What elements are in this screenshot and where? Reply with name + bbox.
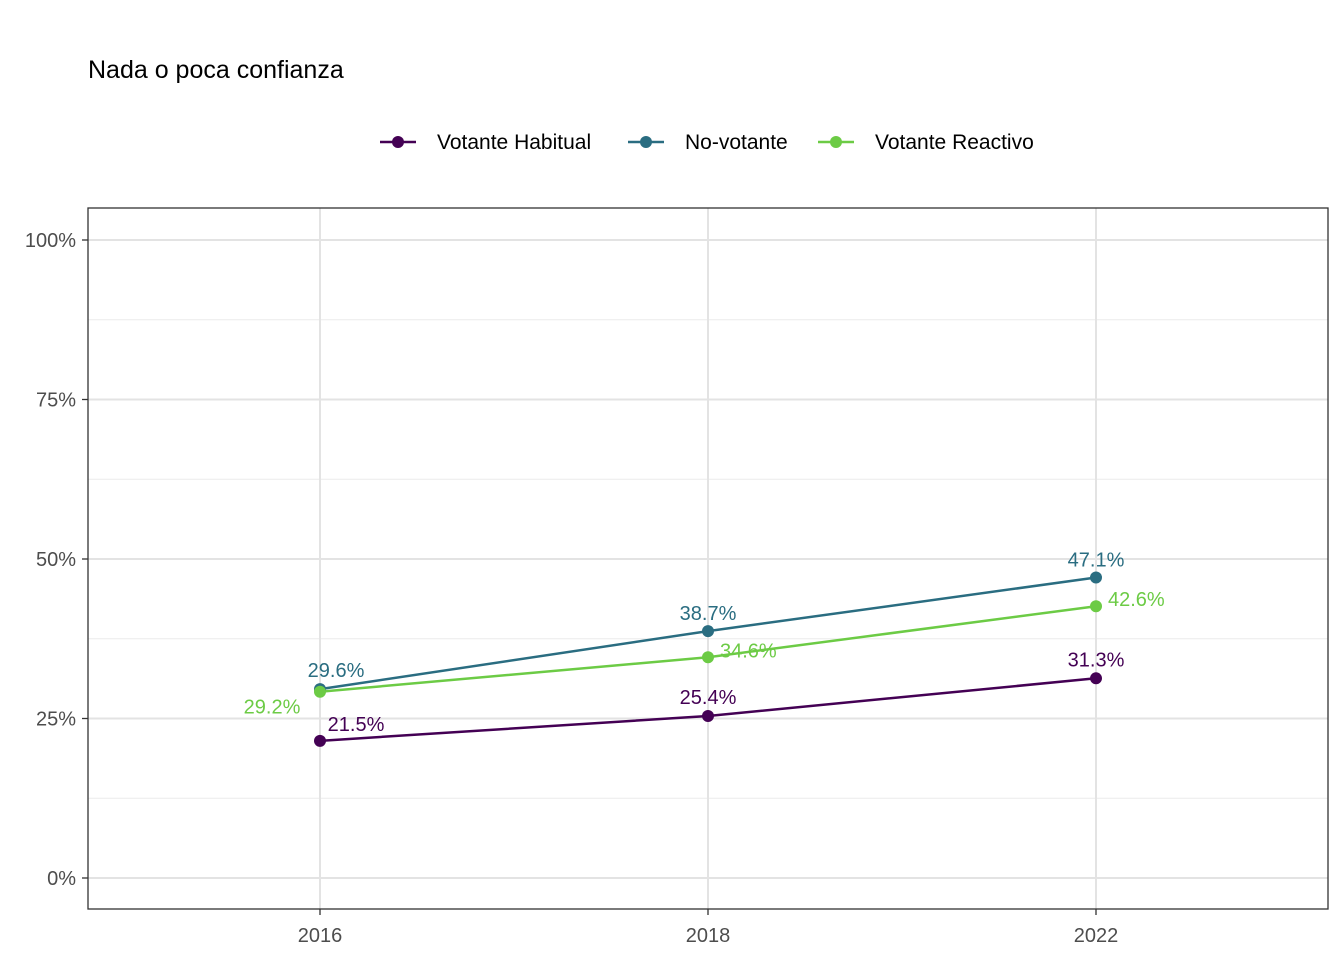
series-line (319, 576, 1097, 691)
data-label: 38.7% (680, 603, 737, 625)
legend-key-point (392, 136, 404, 148)
plot-border (87, 207, 1329, 910)
data-point (314, 734, 326, 747)
data-point (1090, 571, 1102, 584)
plot-panel (88, 208, 1328, 909)
x-tick-label: 2022 (1074, 925, 1119, 947)
legend-key-point (830, 136, 842, 148)
data-label: 29.2% (244, 697, 301, 719)
x-tick-label: 2016 (298, 925, 343, 947)
data-point (1090, 600, 1102, 613)
legend-key-point (640, 136, 652, 148)
data-label: 21.5% (328, 714, 385, 736)
data-label: 31.3% (1068, 649, 1125, 671)
data-point (314, 685, 326, 698)
data-point (702, 625, 714, 638)
series-line (319, 677, 1097, 743)
data-label: 47.1% (1068, 550, 1125, 572)
y-tick-label: 75% (36, 390, 76, 412)
chart-title: Nada o poca confianza (88, 56, 344, 84)
data-label: 25.4% (680, 687, 737, 709)
series-line (319, 604, 1097, 693)
data-point (702, 709, 714, 722)
data-point (1090, 672, 1102, 685)
data-label: 42.6% (1108, 589, 1165, 611)
legend-label: No-votante (685, 131, 788, 154)
y-tick-label: 100% (25, 230, 76, 252)
x-tick-label: 2018 (686, 925, 731, 947)
data-point (702, 651, 714, 664)
data-label: 34.6% (720, 640, 777, 662)
legend: Votante Habitual No-votante Votante Reacti… (380, 131, 1034, 154)
y-tick-label: 50% (36, 549, 76, 571)
data-label: 29.6% (308, 660, 365, 682)
data-point (314, 683, 326, 696)
y-tick-label: 0% (47, 868, 76, 890)
y-tick-label: 25% (36, 709, 76, 731)
legend-label: Votante Habitual (437, 131, 591, 154)
legend-label: Votante Reactivo (875, 131, 1034, 154)
